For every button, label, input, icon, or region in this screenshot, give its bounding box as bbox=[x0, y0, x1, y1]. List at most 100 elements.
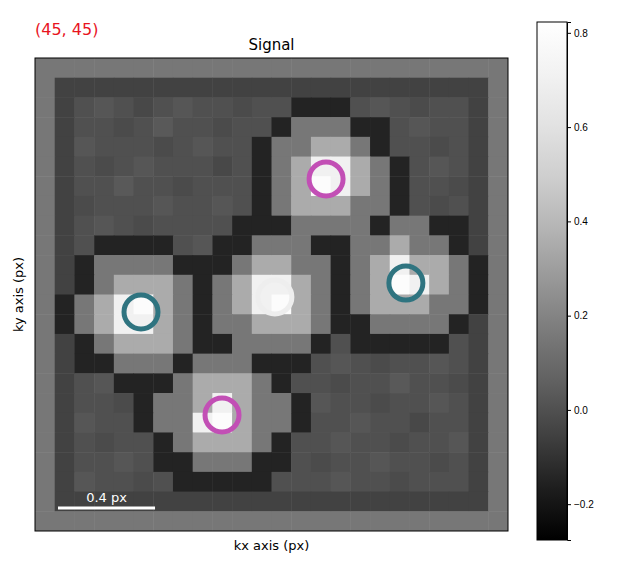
heat-cell bbox=[429, 295, 449, 315]
heat-cell bbox=[173, 255, 193, 275]
heat-cell bbox=[55, 354, 75, 374]
heat-cell bbox=[94, 452, 114, 472]
heat-cell bbox=[390, 432, 410, 452]
heat-cell bbox=[193, 58, 213, 78]
heat-cell bbox=[331, 432, 351, 452]
heat-cell bbox=[232, 176, 252, 196]
heat-cell bbox=[252, 452, 272, 472]
heat-cell bbox=[55, 157, 75, 177]
heat-cell bbox=[331, 472, 351, 492]
heat-cell bbox=[488, 354, 508, 374]
heat-cell bbox=[134, 275, 154, 295]
heat-cell bbox=[409, 432, 429, 452]
heat-cell bbox=[55, 511, 75, 531]
heat-cell bbox=[291, 354, 311, 374]
heat-cell bbox=[291, 393, 311, 413]
heat-cell bbox=[331, 295, 351, 315]
heat-cell bbox=[212, 235, 232, 255]
heat-cell bbox=[311, 255, 331, 275]
heat-cell bbox=[94, 157, 114, 177]
heat-cell bbox=[35, 472, 55, 492]
heat-cell bbox=[469, 413, 489, 433]
heat-cell bbox=[212, 314, 232, 334]
heat-cell bbox=[94, 275, 114, 295]
heat-cell bbox=[409, 511, 429, 531]
heat-cell bbox=[409, 393, 429, 413]
heat-cell bbox=[193, 157, 213, 177]
heat-cell bbox=[272, 393, 292, 413]
heat-cell bbox=[212, 472, 232, 492]
heat-cell bbox=[193, 472, 213, 492]
heat-cell bbox=[469, 314, 489, 334]
heat-cell bbox=[291, 472, 311, 492]
heat-cell bbox=[114, 373, 134, 393]
heat-cell bbox=[193, 97, 213, 117]
heat-cell bbox=[153, 452, 173, 472]
heat-cell bbox=[291, 452, 311, 472]
heat-cell bbox=[390, 58, 410, 78]
heat-cell bbox=[469, 452, 489, 472]
heat-cell bbox=[173, 373, 193, 393]
heat-cell bbox=[449, 295, 469, 315]
heat-cell bbox=[291, 492, 311, 512]
heat-cell bbox=[429, 176, 449, 196]
heat-cell bbox=[331, 137, 351, 157]
heat-cell bbox=[212, 492, 232, 512]
heat-cell bbox=[311, 196, 331, 216]
heat-cell bbox=[488, 334, 508, 354]
heat-cell bbox=[409, 354, 429, 374]
heat-cell bbox=[331, 117, 351, 137]
heat-cell bbox=[291, 58, 311, 78]
heat-cell bbox=[449, 78, 469, 98]
heat-cell bbox=[134, 97, 154, 117]
heat-cell bbox=[370, 78, 390, 98]
heat-cell bbox=[272, 334, 292, 354]
heat-cell bbox=[311, 97, 331, 117]
heat-cell bbox=[114, 432, 134, 452]
heat-cell bbox=[55, 413, 75, 433]
heat-cell bbox=[409, 472, 429, 492]
heat-cell bbox=[232, 58, 252, 78]
heat-cell bbox=[350, 432, 370, 452]
heat-cell bbox=[469, 472, 489, 492]
heat-cell bbox=[134, 78, 154, 98]
heat-cell bbox=[232, 314, 252, 334]
heat-cell bbox=[350, 255, 370, 275]
heat-cell bbox=[134, 432, 154, 452]
heat-cell bbox=[272, 196, 292, 216]
colorbar-axis: −0.20.00.20.40.60.8 bbox=[567, 23, 594, 541]
heat-cell bbox=[469, 511, 489, 531]
heat-cell bbox=[390, 216, 410, 236]
heat-cell bbox=[409, 176, 429, 196]
heat-cell bbox=[153, 216, 173, 236]
heat-cell bbox=[74, 78, 94, 98]
heat-cell bbox=[409, 157, 429, 177]
heat-cell bbox=[114, 117, 134, 137]
heat-cell bbox=[488, 137, 508, 157]
heat-cell bbox=[311, 492, 331, 512]
colorbar-axis-line bbox=[568, 23, 572, 541]
heat-cell bbox=[252, 97, 272, 117]
heat-cell bbox=[252, 78, 272, 98]
heat-cell bbox=[35, 216, 55, 236]
heat-cell bbox=[94, 295, 114, 315]
tick-label: −0.2 bbox=[574, 499, 594, 510]
heat-cell bbox=[134, 511, 154, 531]
heat-cell bbox=[370, 314, 390, 334]
heat-cell bbox=[370, 157, 390, 177]
heat-cell bbox=[350, 97, 370, 117]
heat-cell bbox=[469, 58, 489, 78]
heat-cell bbox=[311, 137, 331, 157]
heat-cell bbox=[173, 393, 193, 413]
heat-cell bbox=[134, 472, 154, 492]
heat-cell bbox=[370, 97, 390, 117]
heat-cell bbox=[153, 196, 173, 216]
heat-cell bbox=[331, 58, 351, 78]
tick-mark bbox=[567, 127, 571, 128]
heat-cell bbox=[488, 492, 508, 512]
heat-cell bbox=[449, 216, 469, 236]
heat-cell bbox=[193, 255, 213, 275]
scale-bar bbox=[58, 507, 155, 510]
peak-marker bbox=[258, 280, 292, 314]
heat-cell bbox=[74, 58, 94, 78]
